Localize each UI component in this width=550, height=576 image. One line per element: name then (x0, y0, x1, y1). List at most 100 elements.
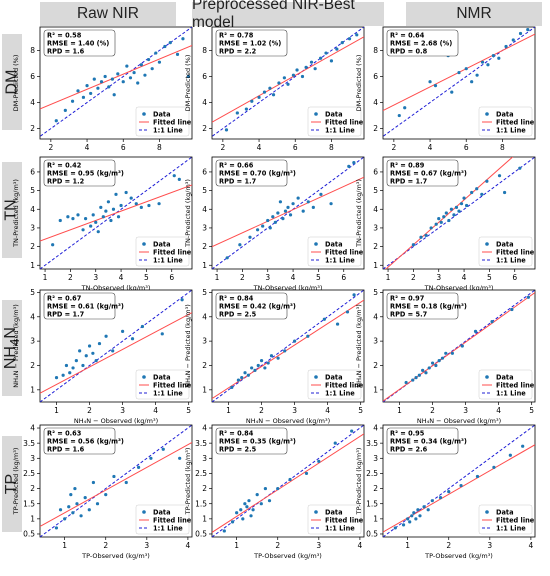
stats-line: RMSE = 0.70 (kg/m³) (219, 170, 296, 178)
stats-line: R² = 0.84 (219, 295, 254, 303)
y-tick-label: 2 (202, 242, 207, 251)
data-point (281, 217, 285, 221)
x-axis-label: TN-Observed (kg/m³) (253, 284, 323, 292)
stats-line: R² = 0.63 (47, 430, 82, 438)
data-point (266, 361, 270, 365)
x-tick-label: 6 (464, 143, 469, 152)
data-point (154, 51, 158, 55)
data-point (139, 63, 143, 67)
data-point (157, 60, 162, 64)
data-point (397, 113, 401, 118)
data-point (70, 99, 75, 103)
data-point (104, 334, 108, 338)
y-tick-label: 6 (373, 168, 378, 177)
data-point (278, 200, 282, 204)
stats-line: RPD = 0.8 (390, 48, 428, 56)
x-tick-label: 1 (397, 406, 402, 415)
data-point (129, 196, 133, 200)
y-tick-label: 2.5 (195, 469, 207, 478)
data-point (510, 307, 514, 312)
data-point (276, 211, 280, 215)
stats-line: RMSE = 2.68 (%) (390, 40, 452, 48)
data-point (81, 228, 85, 232)
stats-line: RPD = 1.6 (47, 48, 85, 56)
data-point (112, 474, 116, 479)
y-tick-label: 1.5 (195, 499, 207, 508)
y-tick-label: 5 (30, 288, 35, 297)
data-point (230, 385, 234, 389)
data-point (247, 499, 251, 503)
legend-data-marker (485, 242, 489, 246)
data-point (418, 514, 422, 518)
data-point (503, 190, 507, 195)
data-point (457, 209, 461, 213)
x-tick-label: 1 (226, 406, 231, 415)
legend-data-label: Data (325, 373, 343, 381)
data-point (266, 218, 270, 223)
data-point (434, 222, 438, 226)
y-tick-label: 1 (373, 514, 378, 523)
legend-fitted-label: Fitted line (325, 381, 364, 389)
y-tick-label: 4 (202, 312, 207, 321)
data-point (236, 378, 241, 382)
legend-data-marker (485, 375, 489, 379)
x-tick-label: 2 (220, 143, 225, 152)
stats-line: RPD = 1.7 (390, 178, 428, 186)
data-point (306, 200, 310, 204)
y-tick-label: 2.5 (23, 469, 35, 478)
y-tick-label: 4 (373, 205, 378, 214)
data-point (54, 376, 59, 380)
y-tick-label: 6 (373, 72, 378, 81)
x-tick-label: 8 (329, 143, 334, 152)
data-point (268, 226, 272, 230)
x-tick-label: 4 (462, 273, 467, 282)
legend-data-marker (314, 510, 318, 514)
stats-line: RPD = 2.2 (219, 48, 257, 56)
legend-frame (135, 236, 190, 267)
data-point (335, 322, 340, 326)
x-tick-label: 6 (169, 273, 174, 282)
legend-oneone-label: 1:1 Line (325, 524, 355, 532)
data-point (160, 332, 164, 336)
legend-data-label: Data (496, 110, 514, 118)
stats-box-frame (215, 292, 288, 320)
plot-area (212, 290, 364, 402)
data-point (464, 67, 468, 71)
stats-box-frame (215, 29, 288, 57)
data-point (238, 243, 242, 247)
data-point (335, 47, 339, 51)
data-point (259, 359, 264, 363)
legend-data-marker (314, 375, 318, 379)
stats-line: RPD = 1.6 (47, 446, 85, 454)
legend-frame (478, 236, 533, 267)
data-point (61, 373, 65, 377)
data-point (251, 508, 255, 512)
stats-line: RPD = 1.7 (47, 311, 85, 319)
data-point (163, 44, 167, 49)
data-point (157, 202, 161, 206)
x-tick-label: 4 (119, 273, 124, 282)
data-point (181, 37, 185, 41)
data-point (96, 230, 100, 234)
data-point (134, 202, 138, 206)
data-point (267, 499, 272, 503)
legend-data-label: Data (496, 373, 514, 381)
data-point (230, 520, 235, 524)
data-point (124, 190, 128, 195)
data-point (428, 80, 432, 84)
data-point (393, 526, 397, 530)
scatter-panel-tn-nmr: 1 2 3 4 5 6 1 2 3 4 5 6 TN-Predicted (kg/m³) TN-Obser… (355, 156, 536, 292)
data-point (84, 354, 88, 358)
data-point (147, 203, 151, 208)
plot-area (212, 157, 364, 269)
fitted-line (40, 44, 192, 110)
data-point (454, 205, 459, 209)
data-point (352, 161, 356, 165)
x-tick-label: 1 (62, 541, 67, 550)
stats-line: RPD = 2.6 (390, 446, 428, 454)
y-tick-label: 2 (30, 124, 35, 133)
stats-line: RMSE = 1.02 (%) (219, 40, 281, 48)
